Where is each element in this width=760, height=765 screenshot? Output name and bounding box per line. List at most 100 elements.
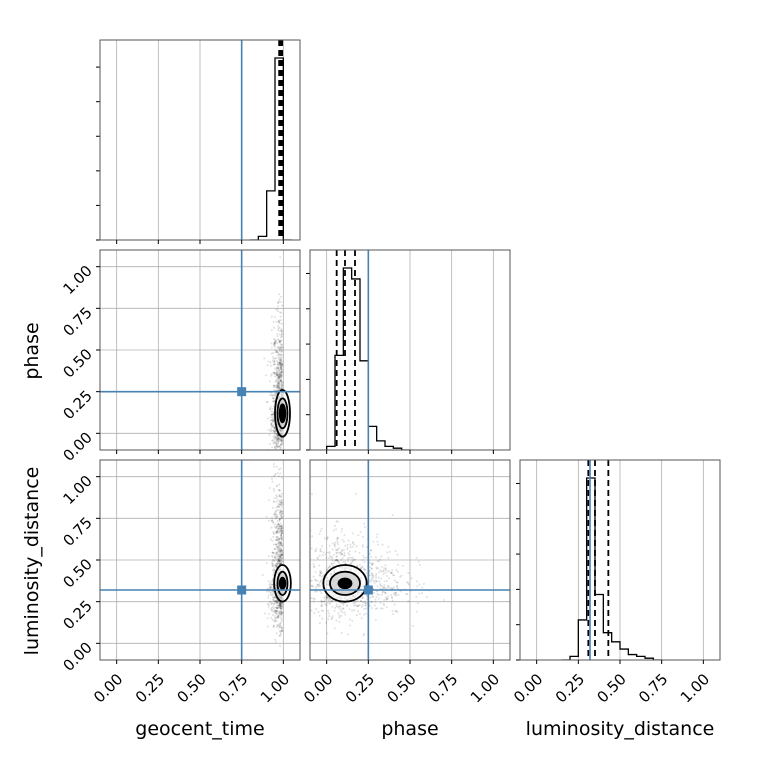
sample-point	[271, 439, 274, 442]
sample-point	[271, 506, 274, 509]
sample-point	[273, 360, 276, 363]
sample-point	[272, 320, 275, 323]
sample-point	[277, 445, 280, 448]
sample-point	[271, 594, 274, 597]
sample-point	[272, 596, 275, 599]
sample-point	[382, 572, 385, 575]
sample-point	[278, 559, 281, 562]
sample-point	[276, 434, 279, 437]
sample-point	[280, 619, 283, 622]
sample-point	[281, 550, 284, 553]
sample-point	[277, 450, 279, 452]
sample-point	[269, 586, 272, 589]
sample-point	[352, 602, 355, 605]
sample-point	[279, 364, 282, 367]
sample-point	[275, 439, 278, 442]
sample-point	[407, 600, 410, 603]
sample-point	[364, 602, 367, 605]
sample-point	[276, 301, 279, 304]
sample-point	[278, 495, 281, 498]
sample-point	[277, 374, 280, 377]
sample-point	[418, 583, 421, 586]
sample-point	[364, 569, 367, 572]
sample-point	[270, 584, 273, 587]
sample-point	[327, 612, 330, 615]
sample-point	[280, 366, 283, 369]
sample-point	[377, 593, 380, 596]
sample-point	[319, 604, 322, 607]
sample-point	[270, 329, 273, 332]
sample-point	[280, 526, 283, 529]
sample-point	[267, 428, 270, 431]
sample-point	[271, 565, 274, 568]
sample-point	[334, 559, 337, 562]
sample-point	[272, 400, 275, 403]
sample-point	[274, 453, 276, 455]
sample-point	[273, 569, 276, 572]
sample-point	[341, 538, 344, 541]
sample-point	[405, 593, 408, 596]
sample-point	[271, 539, 274, 542]
sample-point	[279, 606, 282, 609]
sample-point	[340, 614, 343, 617]
sample-point	[278, 387, 281, 390]
sample-point	[278, 555, 281, 558]
sample-point	[384, 567, 387, 570]
sample-point	[279, 379, 282, 382]
sample-point	[271, 424, 274, 427]
sample-point	[280, 539, 283, 542]
sample-point	[274, 338, 277, 341]
sample-point	[339, 551, 342, 554]
sample-point	[273, 373, 276, 376]
sample-point	[280, 328, 283, 331]
sample-point	[373, 591, 376, 594]
sample-point	[343, 554, 346, 557]
histogram-geocent_time	[250, 57, 292, 240]
sample-point	[280, 528, 283, 531]
sample-point	[311, 584, 314, 587]
sample-point	[310, 493, 313, 496]
sample-point	[354, 558, 357, 561]
sample-point	[271, 359, 274, 362]
sample-point	[314, 570, 317, 573]
sample-point	[350, 556, 353, 559]
sample-point	[277, 537, 280, 540]
sample-point	[275, 394, 278, 397]
sample-point	[275, 375, 278, 378]
sample-point	[270, 526, 273, 529]
sample-point	[276, 562, 279, 565]
sample-point	[277, 302, 280, 305]
sample-point	[340, 602, 343, 605]
sample-point	[395, 592, 398, 595]
sample-point	[280, 363, 283, 366]
sample-point	[269, 582, 272, 585]
sample-point	[278, 320, 281, 323]
sample-point	[278, 375, 281, 378]
x-tick-label: 0.75	[425, 670, 461, 706]
sample-point	[280, 538, 283, 541]
sample-point	[338, 560, 341, 563]
sample-point	[396, 610, 399, 613]
sample-point	[276, 475, 278, 477]
sample-point	[277, 383, 280, 386]
sample-point	[279, 508, 282, 511]
sample-point	[279, 562, 282, 565]
sample-point	[276, 451, 278, 453]
sample-point	[381, 565, 384, 568]
sample-point	[280, 548, 283, 551]
sample-point	[368, 579, 371, 582]
sample-point	[343, 534, 346, 537]
sample-point	[280, 438, 283, 441]
sample-point	[273, 426, 276, 429]
sample-point	[331, 615, 334, 618]
sample-point	[271, 394, 274, 397]
sample-point	[336, 520, 339, 523]
sample-point	[273, 342, 276, 345]
sample-point	[273, 523, 276, 526]
sample-point	[361, 545, 364, 548]
panel-content	[240, 40, 292, 240]
sample-point	[318, 574, 321, 577]
sample-point	[314, 590, 317, 593]
sample-point	[277, 546, 280, 549]
sample-point	[370, 601, 373, 604]
